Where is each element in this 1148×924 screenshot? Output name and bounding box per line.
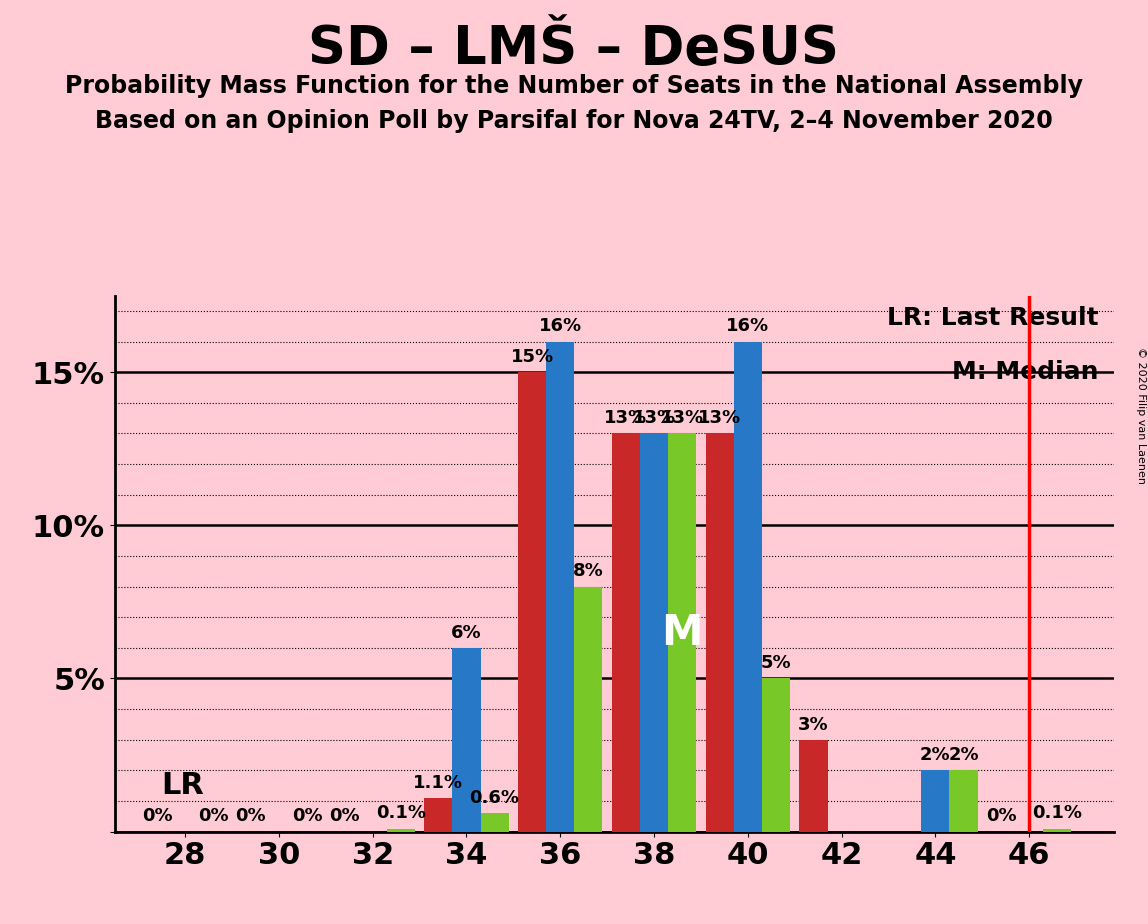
Text: 0%: 0% xyxy=(329,808,359,825)
Text: 0%: 0% xyxy=(292,808,323,825)
Bar xyxy=(452,648,481,832)
Bar xyxy=(387,829,414,832)
Text: 13%: 13% xyxy=(698,409,742,428)
Text: 0.1%: 0.1% xyxy=(1032,805,1083,822)
Bar xyxy=(799,740,828,832)
Text: 0.1%: 0.1% xyxy=(375,805,426,822)
Bar xyxy=(668,433,696,832)
Bar xyxy=(1044,829,1071,832)
Bar xyxy=(949,771,978,832)
Bar xyxy=(425,798,452,832)
Bar xyxy=(546,342,574,832)
Text: 16%: 16% xyxy=(538,318,582,335)
Text: 16%: 16% xyxy=(727,318,769,335)
Text: 0.6%: 0.6% xyxy=(470,789,520,807)
Text: 3%: 3% xyxy=(798,715,829,734)
Bar xyxy=(574,587,603,832)
Text: 13%: 13% xyxy=(660,409,704,428)
Bar xyxy=(481,813,509,832)
Text: Probability Mass Function for the Number of Seats in the National Assembly: Probability Mass Function for the Number… xyxy=(65,74,1083,98)
Text: 0%: 0% xyxy=(235,808,266,825)
Text: 0%: 0% xyxy=(197,808,228,825)
Text: 2%: 2% xyxy=(948,747,979,764)
Text: 0%: 0% xyxy=(141,808,172,825)
Bar xyxy=(518,372,546,832)
Text: LR: LR xyxy=(162,772,204,800)
Text: 1.1%: 1.1% xyxy=(413,773,464,792)
Text: 2%: 2% xyxy=(920,747,951,764)
Text: M: M xyxy=(661,612,703,653)
Text: Based on an Opinion Poll by Parsifal for Nova 24TV, 2–4 November 2020: Based on an Opinion Poll by Parsifal for… xyxy=(95,109,1053,133)
Text: LR: Last Result: LR: Last Result xyxy=(887,307,1099,331)
Bar xyxy=(922,771,949,832)
Text: SD – LMŠ – DeSUS: SD – LMŠ – DeSUS xyxy=(309,23,839,75)
Text: M: Median: M: Median xyxy=(952,360,1099,384)
Bar xyxy=(734,342,762,832)
Bar xyxy=(762,678,790,832)
Text: 0%: 0% xyxy=(986,808,1016,825)
Text: 13%: 13% xyxy=(604,409,647,428)
Text: 6%: 6% xyxy=(451,624,482,642)
Bar xyxy=(612,433,639,832)
Text: 5%: 5% xyxy=(761,654,791,673)
Text: © 2020 Filip van Laenen: © 2020 Filip van Laenen xyxy=(1135,347,1146,484)
Text: 8%: 8% xyxy=(573,563,604,580)
Bar xyxy=(706,433,734,832)
Bar xyxy=(639,433,668,832)
Text: 13%: 13% xyxy=(633,409,676,428)
Text: 15%: 15% xyxy=(511,348,553,366)
